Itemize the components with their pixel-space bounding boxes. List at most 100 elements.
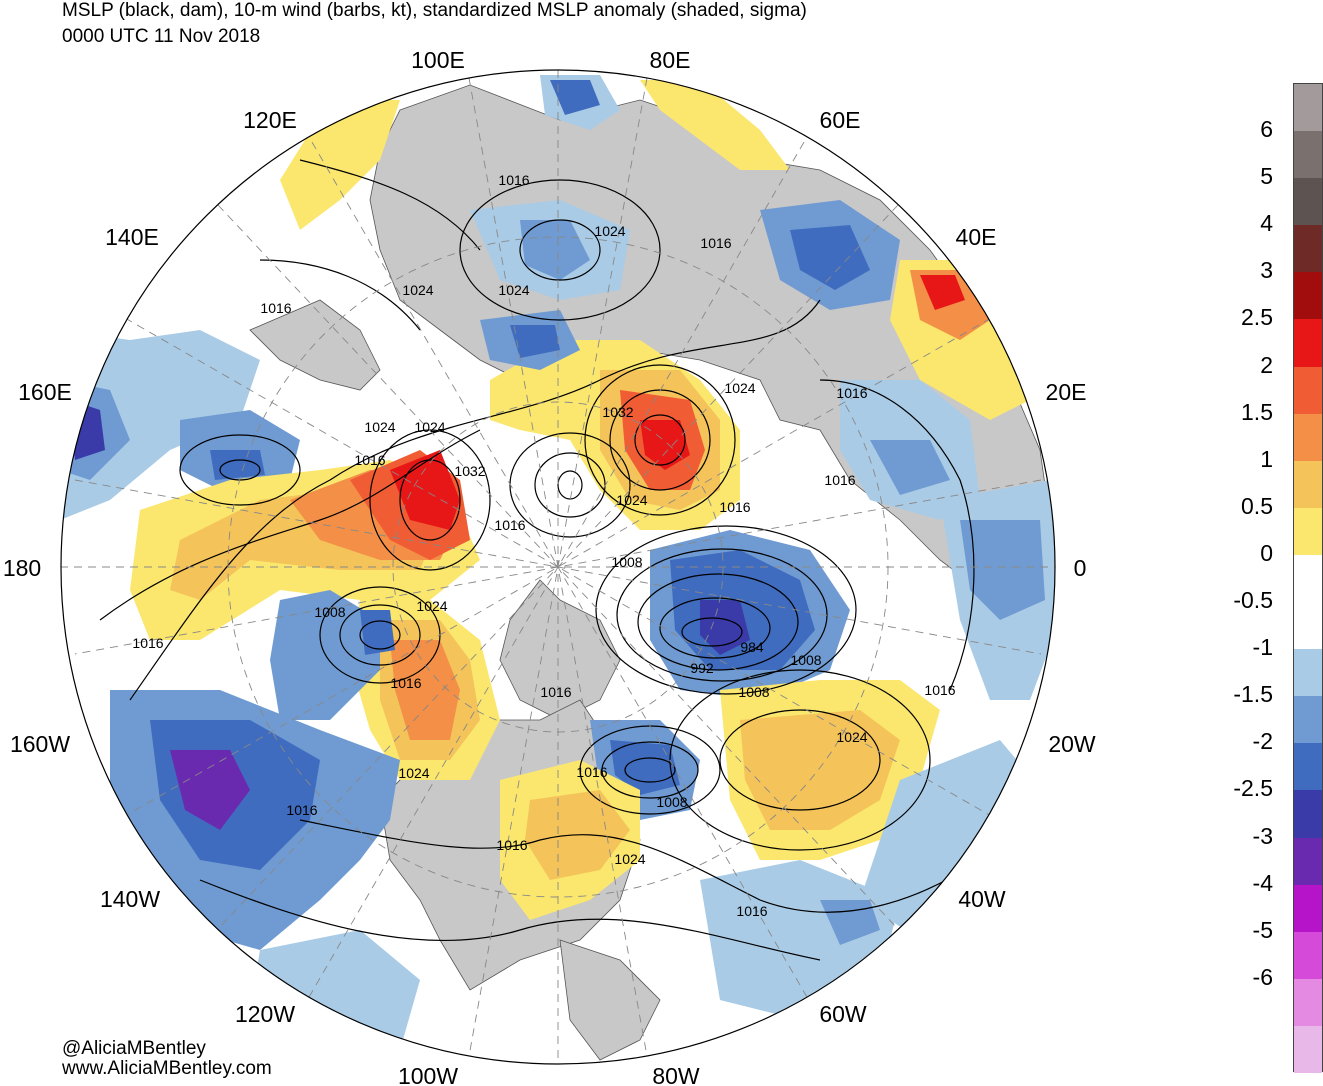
colorbar-tick-label: 2.5 <box>1241 304 1273 331</box>
isobar-label: 1016 <box>498 172 529 188</box>
isobar-label: 1032 <box>602 404 633 420</box>
isobar-label: 1016 <box>836 385 867 401</box>
isobar-label: 1024 <box>614 851 645 867</box>
isobar-label: 1016 <box>390 675 421 691</box>
colorbar-swatch <box>1294 837 1322 886</box>
isobar-label: 1024 <box>498 282 529 298</box>
lon-label: 120E <box>243 107 297 133</box>
colorbar-swatch <box>1294 84 1322 132</box>
isobar-label: 984 <box>740 639 764 655</box>
colorbar-swatch <box>1294 366 1322 415</box>
colorbar-tick-label: -0.5 <box>1233 587 1273 614</box>
lon-label: 100E <box>411 47 465 73</box>
colorbar-swatch <box>1294 460 1322 509</box>
longitude-labels: 100E 80E 120E 60E 140E 40E 160E 20E 180 … <box>3 47 1096 1086</box>
isobar-label: 1032 <box>454 463 485 479</box>
isobar-label: 1024 <box>416 598 447 614</box>
map-field <box>61 70 1055 1064</box>
isobar-label: 1016 <box>824 472 855 488</box>
isobar-label: 1016 <box>700 235 731 251</box>
lon-label: 160E <box>18 379 72 405</box>
lon-label: 180 <box>3 555 41 581</box>
isobar-label: 1024 <box>836 729 867 745</box>
lon-label: 120W <box>235 1001 295 1027</box>
lon-label: 100W <box>398 1063 458 1086</box>
graticule <box>61 70 1055 1064</box>
colorbar-swatch <box>1294 978 1322 1027</box>
lon-label: 20E <box>1046 379 1087 405</box>
lon-label: 80W <box>652 1063 700 1086</box>
colorbar-swatch <box>1294 319 1322 368</box>
chart-title: MSLP (black, dam), 10-m wind (barbs, kt)… <box>62 0 807 21</box>
credit-twitter: @AliciaMBentley <box>62 1038 206 1059</box>
colorbar-tick-label: -1 <box>1252 634 1273 661</box>
colorbar-swatch <box>1294 413 1322 462</box>
isobar-label: 1008 <box>738 684 769 700</box>
isobar-label: 1024 <box>414 419 445 435</box>
colorbar-tick-label: -2.5 <box>1233 775 1273 802</box>
colorbar-swatch <box>1294 272 1322 320</box>
isobar-label: 1016 <box>736 903 767 919</box>
isobar-label: 1024 <box>724 380 755 396</box>
colorbar-tick-label: -4 <box>1252 869 1273 896</box>
colorbar-tick-label: 0.5 <box>1241 492 1273 519</box>
lon-label: 140W <box>100 886 160 912</box>
colorbar-tick-label: 4 <box>1260 210 1273 237</box>
colorbar-tick-label: 0 <box>1260 539 1273 566</box>
colorbar-swatch <box>1294 884 1322 933</box>
colorbar-tick-label: 1 <box>1260 445 1273 472</box>
colorbar-swatch <box>1294 790 1322 839</box>
credit-website: www.AliciaMBentley.com <box>62 1058 272 1079</box>
colorbar-swatch <box>1294 743 1322 791</box>
isobar-label: 1016 <box>132 635 163 651</box>
isobar-label: 992 <box>690 660 714 676</box>
isobar-label: 1016 <box>719 499 750 515</box>
isobar-label: 1016 <box>496 837 527 853</box>
colorbar-tick-label: -1.5 <box>1233 681 1273 708</box>
colorbar-swatch <box>1294 131 1322 179</box>
colorbar <box>1293 83 1323 1074</box>
lon-label: 60E <box>820 107 861 133</box>
lon-label: 160W <box>10 731 70 757</box>
lon-label: 40E <box>956 224 997 250</box>
isobar-label: 1008 <box>314 604 345 620</box>
colorbar-swatch <box>1294 1025 1322 1074</box>
colorbar-tick-label: -6 <box>1252 963 1273 990</box>
isobar-label: 1016 <box>576 764 607 780</box>
colorbar-tick-label: -3 <box>1252 822 1273 849</box>
lon-label: 60W <box>819 1001 867 1027</box>
colorbar-tick-label: 6 <box>1260 116 1273 143</box>
colorbar-swatch <box>1294 696 1322 744</box>
lon-label: 20W <box>1048 731 1096 757</box>
isobar-label: 1008 <box>790 652 821 668</box>
isobar-label: 1008 <box>656 794 687 810</box>
lon-label: 0 <box>1074 555 1087 581</box>
colorbar-swatch <box>1294 507 1322 556</box>
colorbar-swatch <box>1294 649 1322 697</box>
colorbar-tick-label: 2 <box>1260 351 1273 378</box>
lon-label: 40W <box>958 886 1006 912</box>
isobar-label: 1016 <box>260 300 291 316</box>
colorbar-swatch <box>1294 931 1322 980</box>
isobar-label: 1024 <box>402 282 433 298</box>
colorbar-swatch <box>1294 225 1322 273</box>
valid-time: 0000 UTC 11 Nov 2018 <box>62 26 261 47</box>
colorbar-swatch <box>1294 602 1322 650</box>
isobar-label: 1024 <box>398 765 429 781</box>
colorbar-tick-label: 5 <box>1260 163 1273 190</box>
map-boundary <box>60 69 1056 1065</box>
colorbar-tick-label: 1.5 <box>1241 398 1273 425</box>
colorbar-swatch <box>1294 178 1322 226</box>
lon-label: 80E <box>650 47 691 73</box>
lon-label: 140E <box>105 224 159 250</box>
isobar-label: 1016 <box>924 682 955 698</box>
isobar-label: 1016 <box>540 684 571 700</box>
isobar-label: 1024 <box>594 223 625 239</box>
colorbar-swatch <box>1294 554 1322 603</box>
isobar-label: 1016 <box>354 452 385 468</box>
isobar-label: 1008 <box>611 554 642 570</box>
isobar-label: 1024 <box>364 419 395 435</box>
colorbar-tick-label: -2 <box>1252 728 1273 755</box>
polar-stereographic-map: 100E 80E 120E 60E 140E 40E 160E 20E 180 … <box>3 47 1096 1086</box>
isobar-label: 1016 <box>286 802 317 818</box>
